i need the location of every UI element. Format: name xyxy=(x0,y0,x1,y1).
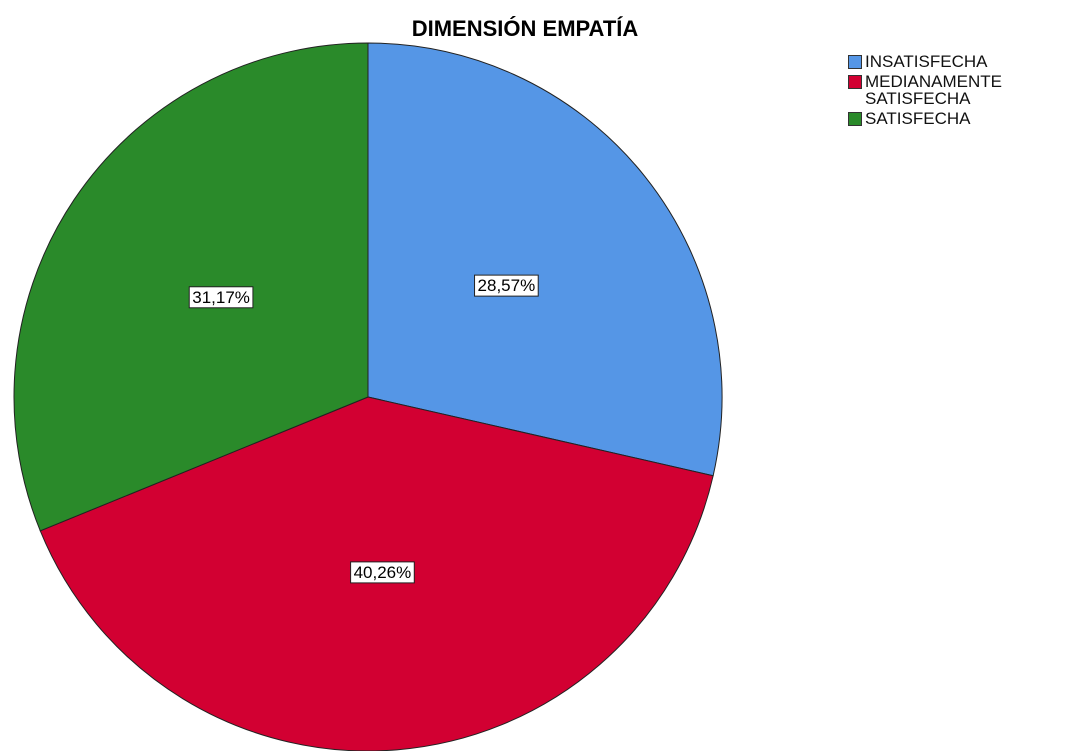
legend-label: MEDIANAMENTE SATISFECHA xyxy=(865,72,1002,108)
pie-slice xyxy=(367,42,723,477)
legend-item: MEDIANAMENTE SATISFECHA xyxy=(848,72,1048,107)
data-label-text: 28,57% xyxy=(478,276,536,295)
data-label-text: 40,26% xyxy=(354,563,412,582)
data-label-box xyxy=(350,561,415,584)
data-label: 28,57% xyxy=(474,274,539,297)
legend-item: INSATISFECHA xyxy=(848,52,1048,70)
legend-swatch xyxy=(848,75,862,89)
legend-swatch xyxy=(848,112,862,126)
legend-item: SATISFECHA xyxy=(848,109,1048,127)
data-label-box xyxy=(474,274,539,297)
legend-label: INSATISFECHA xyxy=(865,52,988,71)
legend: INSATISFECHA MEDIANAMENTE SATISFECHA SATIS… xyxy=(848,52,1048,129)
data-label-text: 31,17% xyxy=(192,288,250,307)
data-label-box xyxy=(188,286,254,309)
data-label: 40,26% xyxy=(350,561,415,584)
legend-swatch xyxy=(848,55,862,69)
chart-title: DIMENSIÓN EMPATÍA xyxy=(412,16,639,41)
data-label: 31,17% xyxy=(188,286,254,309)
legend-label: SATISFECHA xyxy=(865,109,971,128)
